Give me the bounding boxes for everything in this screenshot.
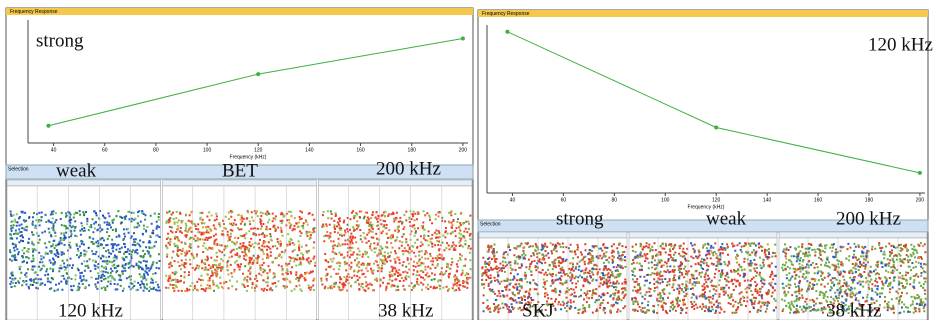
data-point — [918, 171, 922, 175]
x-tick-label: 200 — [459, 147, 468, 153]
x-tick-label: 200 — [916, 197, 925, 203]
page: Frequency Response 40 60 80 100 120 140 160 180 2… — [0, 0, 944, 320]
annotation: 200 kHz — [836, 208, 901, 229]
x-tick-label: 80 — [153, 147, 159, 153]
x-tick-label: 100 — [203, 147, 212, 153]
selection-title: Selection — [480, 221, 501, 227]
echogram-header — [479, 232, 627, 238]
annotation: weak — [706, 208, 747, 229]
x-tick-label: 120 — [712, 197, 721, 203]
annotation: BET — [222, 160, 258, 181]
x-tick-label: 60 — [102, 147, 108, 153]
echogram-header — [779, 232, 927, 238]
window-title: Frequency Response — [482, 11, 530, 17]
x-tick-label: 160 — [814, 197, 823, 203]
x-tick-label: 120 — [254, 147, 263, 153]
data-point — [505, 30, 509, 34]
echogram-header — [318, 180, 472, 186]
data-point — [256, 72, 260, 76]
annotation: 38 kHz — [378, 300, 433, 320]
echogram-header — [629, 232, 777, 238]
title-bar — [478, 10, 928, 17]
annotation: 200 kHz — [376, 158, 441, 179]
x-tick-label: 160 — [356, 147, 365, 153]
x-tick-label: 100 — [661, 197, 670, 203]
title-bar — [6, 8, 473, 15]
x-tick-label: 140 — [305, 147, 314, 153]
x-tick-label: 140 — [763, 197, 772, 203]
annotation: 38 kHz — [826, 300, 881, 320]
x-tick-label: 40 — [510, 197, 516, 203]
window-title: Frequency Response — [10, 9, 58, 15]
data-point — [714, 125, 718, 129]
x-tick-label: 180 — [408, 147, 417, 153]
x-tick-label: 180 — [865, 197, 874, 203]
annotation: 120 kHz — [868, 34, 933, 55]
data-point — [461, 36, 465, 40]
x-tick-label: 40 — [51, 147, 57, 153]
selection-title: Selection — [8, 166, 29, 172]
annotation: strong — [36, 30, 84, 51]
screenshot: Frequency Response 40 60 80 100 120 140 160 180 2… — [0, 0, 944, 320]
annotation: SKJ — [522, 300, 554, 320]
x-tick-label: 80 — [612, 197, 618, 203]
data-point — [46, 124, 50, 128]
x-tick-label: 60 — [561, 197, 567, 203]
annotation: 120 kHz — [58, 300, 123, 320]
annotation: weak — [56, 160, 97, 181]
annotation: strong — [556, 208, 604, 229]
